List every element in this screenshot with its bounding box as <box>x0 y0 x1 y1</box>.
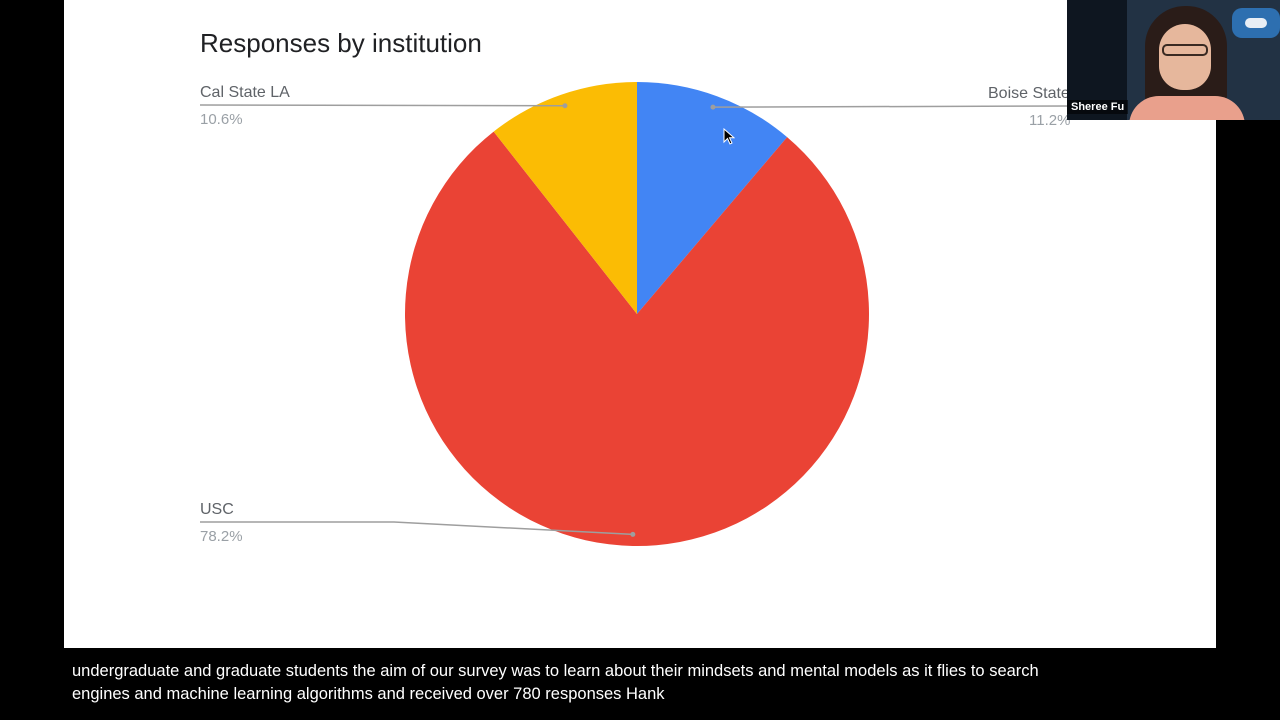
mouse-cursor-icon <box>723 128 735 145</box>
callout-label-usc: USC <box>200 501 234 518</box>
pie-slice-boise-state[interactable] <box>637 82 788 314</box>
leader-line-cal-state-la-anchor <box>562 103 568 109</box>
webcam-video-tile[interactable]: Sheree Fu <box>1067 0 1280 120</box>
callout-pct-cal-state-la: 10.6% <box>200 111 243 128</box>
caption-line-1: undergraduate and graduate students the … <box>72 662 1039 680</box>
speaker-glasses <box>1162 44 1208 56</box>
callout-label-boise-state: Boise State <box>988 85 1070 102</box>
callout-pct-usc: 78.2% <box>200 528 243 545</box>
pie-slice-usc[interactable] <box>405 131 869 546</box>
caption-line-2: engines and machine learning algorithms … <box>72 685 665 703</box>
speaker-face <box>1159 24 1211 90</box>
callout-pct-boise-state: 11.2% <box>1029 112 1071 129</box>
participant-name-tag: Sheree Fu <box>1067 100 1129 114</box>
speaker-shirt <box>1129 96 1245 120</box>
leader-line-boise-state <box>712 105 1075 108</box>
live-caption: undergraduate and graduate students the … <box>72 660 1192 706</box>
chart-title: Responses by institution <box>200 28 482 58</box>
leader-line-boise-state-anchor <box>710 104 716 110</box>
callout-label-cal-state-la: Cal State LA <box>200 84 290 101</box>
leader-line-usc <box>200 521 633 536</box>
pie-slice-cal-state-la[interactable] <box>493 82 637 314</box>
leader-line-cal-state-la <box>199 104 565 107</box>
wall-art-detail <box>1245 18 1267 28</box>
leader-line-usc-anchor <box>630 531 636 537</box>
pie-chart <box>199 82 1075 546</box>
slide: Responses by institution Cal State LA 10… <box>64 0 1216 648</box>
